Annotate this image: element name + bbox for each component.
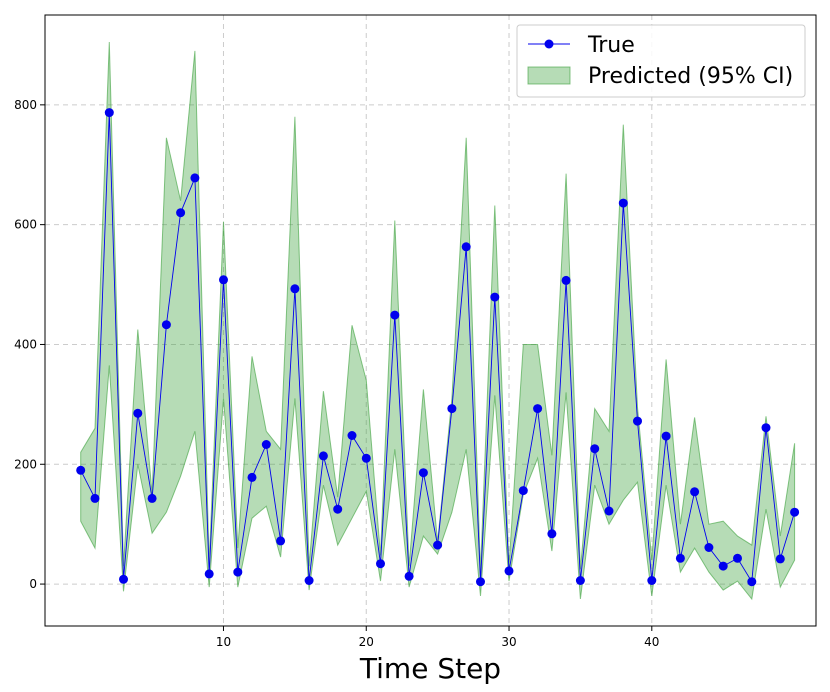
- legend-frame: [516, 24, 806, 98]
- true-data-point: [247, 472, 257, 482]
- y-tick-label: 600: [14, 218, 37, 232]
- true-data-point: [476, 577, 485, 587]
- true-data-point: [690, 487, 700, 497]
- true-series-points: [76, 108, 800, 587]
- true-data-point: [590, 444, 600, 454]
- true-data-point: [547, 529, 557, 539]
- true-data-point: [204, 569, 214, 579]
- x-tick-label: 40: [644, 635, 659, 649]
- true-data-point: [376, 559, 385, 569]
- true-data-point: [347, 431, 357, 440]
- true-data-point: [176, 208, 186, 218]
- true-data-point: [533, 404, 543, 414]
- true-data-point: [761, 423, 771, 433]
- true-data-point: [333, 504, 343, 514]
- true-data-point: [147, 493, 157, 503]
- true-data-point: [390, 310, 400, 320]
- true-data-point: [90, 493, 100, 503]
- true-data-point: [290, 284, 300, 294]
- y-tick-label: 400: [14, 337, 37, 351]
- true-data-point: [661, 431, 671, 441]
- true-data-point: [276, 536, 286, 546]
- true-data-point: [361, 453, 371, 463]
- true-data-point: [447, 404, 457, 414]
- true-data-point: [604, 506, 614, 516]
- true-data-point: [747, 577, 757, 587]
- x-tick-label: 10: [216, 635, 231, 649]
- true-data-point: [718, 561, 728, 571]
- legend-band-label: Predicted (95% CI): [588, 64, 793, 89]
- true-data-point: [233, 567, 243, 577]
- true-data-point: [790, 507, 800, 517]
- x-tick-label: 30: [501, 635, 516, 649]
- true-data-point: [104, 108, 114, 118]
- true-data-point: [404, 571, 414, 581]
- y-tick-label: 0: [29, 577, 37, 591]
- true-data-point: [518, 486, 528, 496]
- true-data-point: [461, 242, 471, 252]
- y-axis-ticks: 0 200 400 600 800: [14, 98, 45, 591]
- true-data-point: [219, 275, 228, 285]
- true-data-point: [633, 416, 642, 426]
- x-tick-label: 20: [359, 635, 374, 649]
- y-tick-label: 800: [14, 98, 37, 112]
- legend-band-swatch: [527, 66, 571, 85]
- true-data-point: [190, 173, 200, 183]
- x-axis-label: Time Step: [359, 652, 501, 685]
- true-data-point: [418, 468, 428, 478]
- true-data-point: [318, 451, 328, 461]
- true-data-point: [575, 576, 585, 585]
- confidence-band-layer: [80, 41, 796, 601]
- true-data-point: [733, 553, 742, 563]
- true-data-point: [775, 554, 785, 564]
- legend: True Predicted (95% CI): [516, 24, 806, 98]
- x-axis-ticks: 10 20 30 40: [216, 626, 659, 649]
- true-data-point: [561, 275, 571, 285]
- true-data-point: [304, 576, 314, 585]
- legend-true-label: True: [587, 33, 635, 58]
- y-tick-label: 200: [14, 457, 37, 471]
- true-data-point: [119, 574, 128, 584]
- plot-area-frame: [44, 14, 817, 627]
- true-data-point: [647, 576, 657, 585]
- true-data-point: [704, 543, 714, 552]
- grid-lines: [45, 15, 816, 626]
- true-data-point: [490, 292, 500, 302]
- true-data-point: [161, 320, 171, 330]
- true-data-point: [618, 198, 628, 208]
- true-data-point: [675, 553, 685, 563]
- predicted-ci-band: [80, 41, 796, 601]
- legend-true-marker-swatch: [544, 39, 554, 49]
- true-data-point: [133, 408, 143, 418]
- true-data-point: [76, 465, 86, 475]
- true-data-point: [433, 540, 443, 550]
- true-data-point: [504, 566, 514, 576]
- true-data-point: [261, 440, 271, 449]
